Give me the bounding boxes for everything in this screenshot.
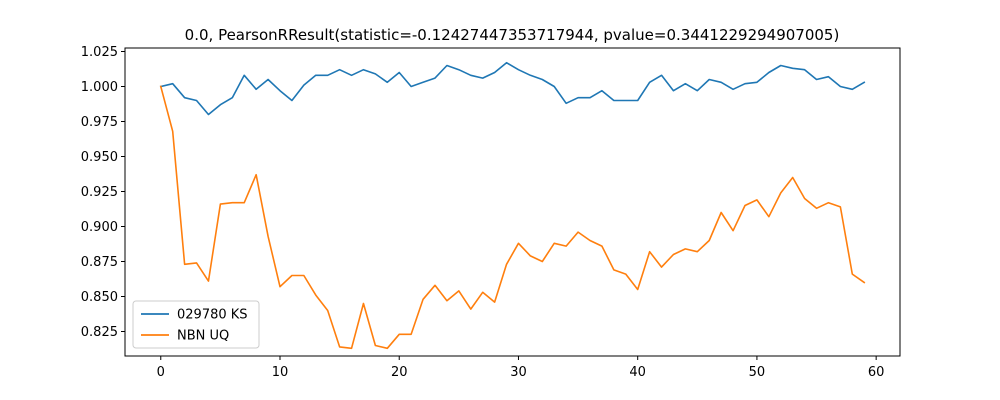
chart-title: 0.0, PearsonRResult(statistic=-0.1242744… [185,26,840,44]
plot-frame [124,47,901,357]
x-tick-label: 50 [749,365,766,380]
legend-label-0: 029780 KS [177,308,248,323]
x-tick-label: 30 [510,365,527,380]
x-tick-label: 10 [272,365,289,380]
x-axis: 0 10 20 30 40 50 60 [157,356,885,380]
x-tick-label: 40 [629,365,646,380]
series-line-1 [159,85,866,350]
legend: 029780 KS NBN UQ [132,300,260,349]
x-tick-label: 0 [157,365,165,380]
y-tick-label: 1.025 [81,45,118,60]
series-layer [159,61,866,350]
y-tick-label: 0.900 [81,220,118,235]
y-tick-label: 1.000 [81,80,118,95]
y-tick-label: 0.850 [81,290,118,305]
y-tick-label: 0.825 [81,325,118,340]
series-line-0 [159,61,866,116]
y-tick-label: 0.950 [81,150,118,165]
x-tick-label: 20 [391,365,408,380]
y-axis: 0.825 0.850 0.875 0.900 0.925 0.950 0.975 1.000… [81,45,125,340]
y-tick-label: 0.975 [81,115,118,130]
legend-box [132,300,260,349]
y-tick-label: 0.875 [81,255,118,270]
y-tick-label: 0.925 [81,185,118,200]
x-tick-label: 60 [868,365,885,380]
legend-label-1: NBN UQ [177,329,229,344]
